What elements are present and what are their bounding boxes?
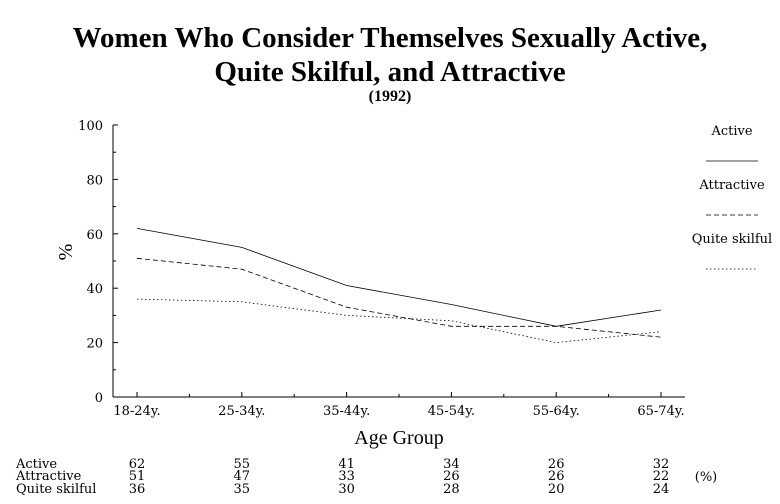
legend-label-active: Active [710,124,752,139]
x-tick-label: 65-74y. [637,404,684,419]
legend: Active Attractive Quite skilful [692,124,772,270]
table-row-label-attractive: Attractive [15,469,82,484]
x-axis-title: Age Group [354,427,443,449]
table-cell-active: 55 [234,457,251,472]
table-cell-attractive: 26 [548,469,565,484]
axes: 0 20 40 60 80 100 18-24y. 25-34y. 35-44y. 45-54y.… [55,119,685,449]
legend-label-attractive: Attractive [698,178,765,193]
x-tick-label: 18-24y. [113,404,160,419]
table-cell-quite-skilful: 20 [548,482,565,497]
x-tick-label: 45-54y. [428,404,475,419]
table-cell-quite-skilful: 28 [443,482,460,497]
x-tick-label: 55-64y. [533,404,580,419]
chart-title-line-1: Women Who Consider Themselves Sexually A… [72,22,708,54]
table-cell-quite-skilful: 36 [129,482,146,497]
table-row-label-quite-skilful: Quite skilful [16,482,96,497]
y-tick-label: 60 [86,228,103,243]
series-line-attractive [136,257,662,338]
table-unit-label: (%) [695,470,718,485]
table-cell-active: 62 [129,457,146,472]
table-cell-active: 34 [443,457,460,472]
y-tick-label: 80 [86,173,103,188]
legend-label-quite-skilful: Quite skilful [692,232,772,247]
series-line-quite-skilful [136,298,662,344]
table-cell-quite-skilful: 30 [338,482,355,497]
table-cell-attractive: 22 [653,469,670,484]
series-lines [136,228,662,344]
chart-title-line-2: Quite Skilful, and Attractive [214,56,566,88]
table-cell-attractive: 51 [129,469,146,484]
x-tick-label: 35-44y. [323,404,370,419]
table-row-label-active: Active [15,457,57,472]
y-tick-label: 40 [86,282,103,297]
series-line-active [136,228,662,327]
table-cell-quite-skilful: 24 [653,482,670,497]
y-tick-label: 0 [95,391,103,406]
table-cell-attractive: 47 [234,469,251,484]
table-cell-attractive: 26 [443,469,460,484]
y-tick-label: 100 [78,119,103,134]
table-cell-active: 41 [338,457,355,472]
chart-subtitle: (1992) [368,88,412,105]
y-tick-label: 20 [86,337,103,352]
x-tick-label: 25-34y. [218,404,265,419]
table-cell-active: 32 [653,457,670,472]
table-cell-active: 26 [548,457,565,472]
y-axis-title: % [55,244,77,261]
table-cell-attractive: 33 [338,469,355,484]
table-cell-quite-skilful: 35 [234,482,251,497]
